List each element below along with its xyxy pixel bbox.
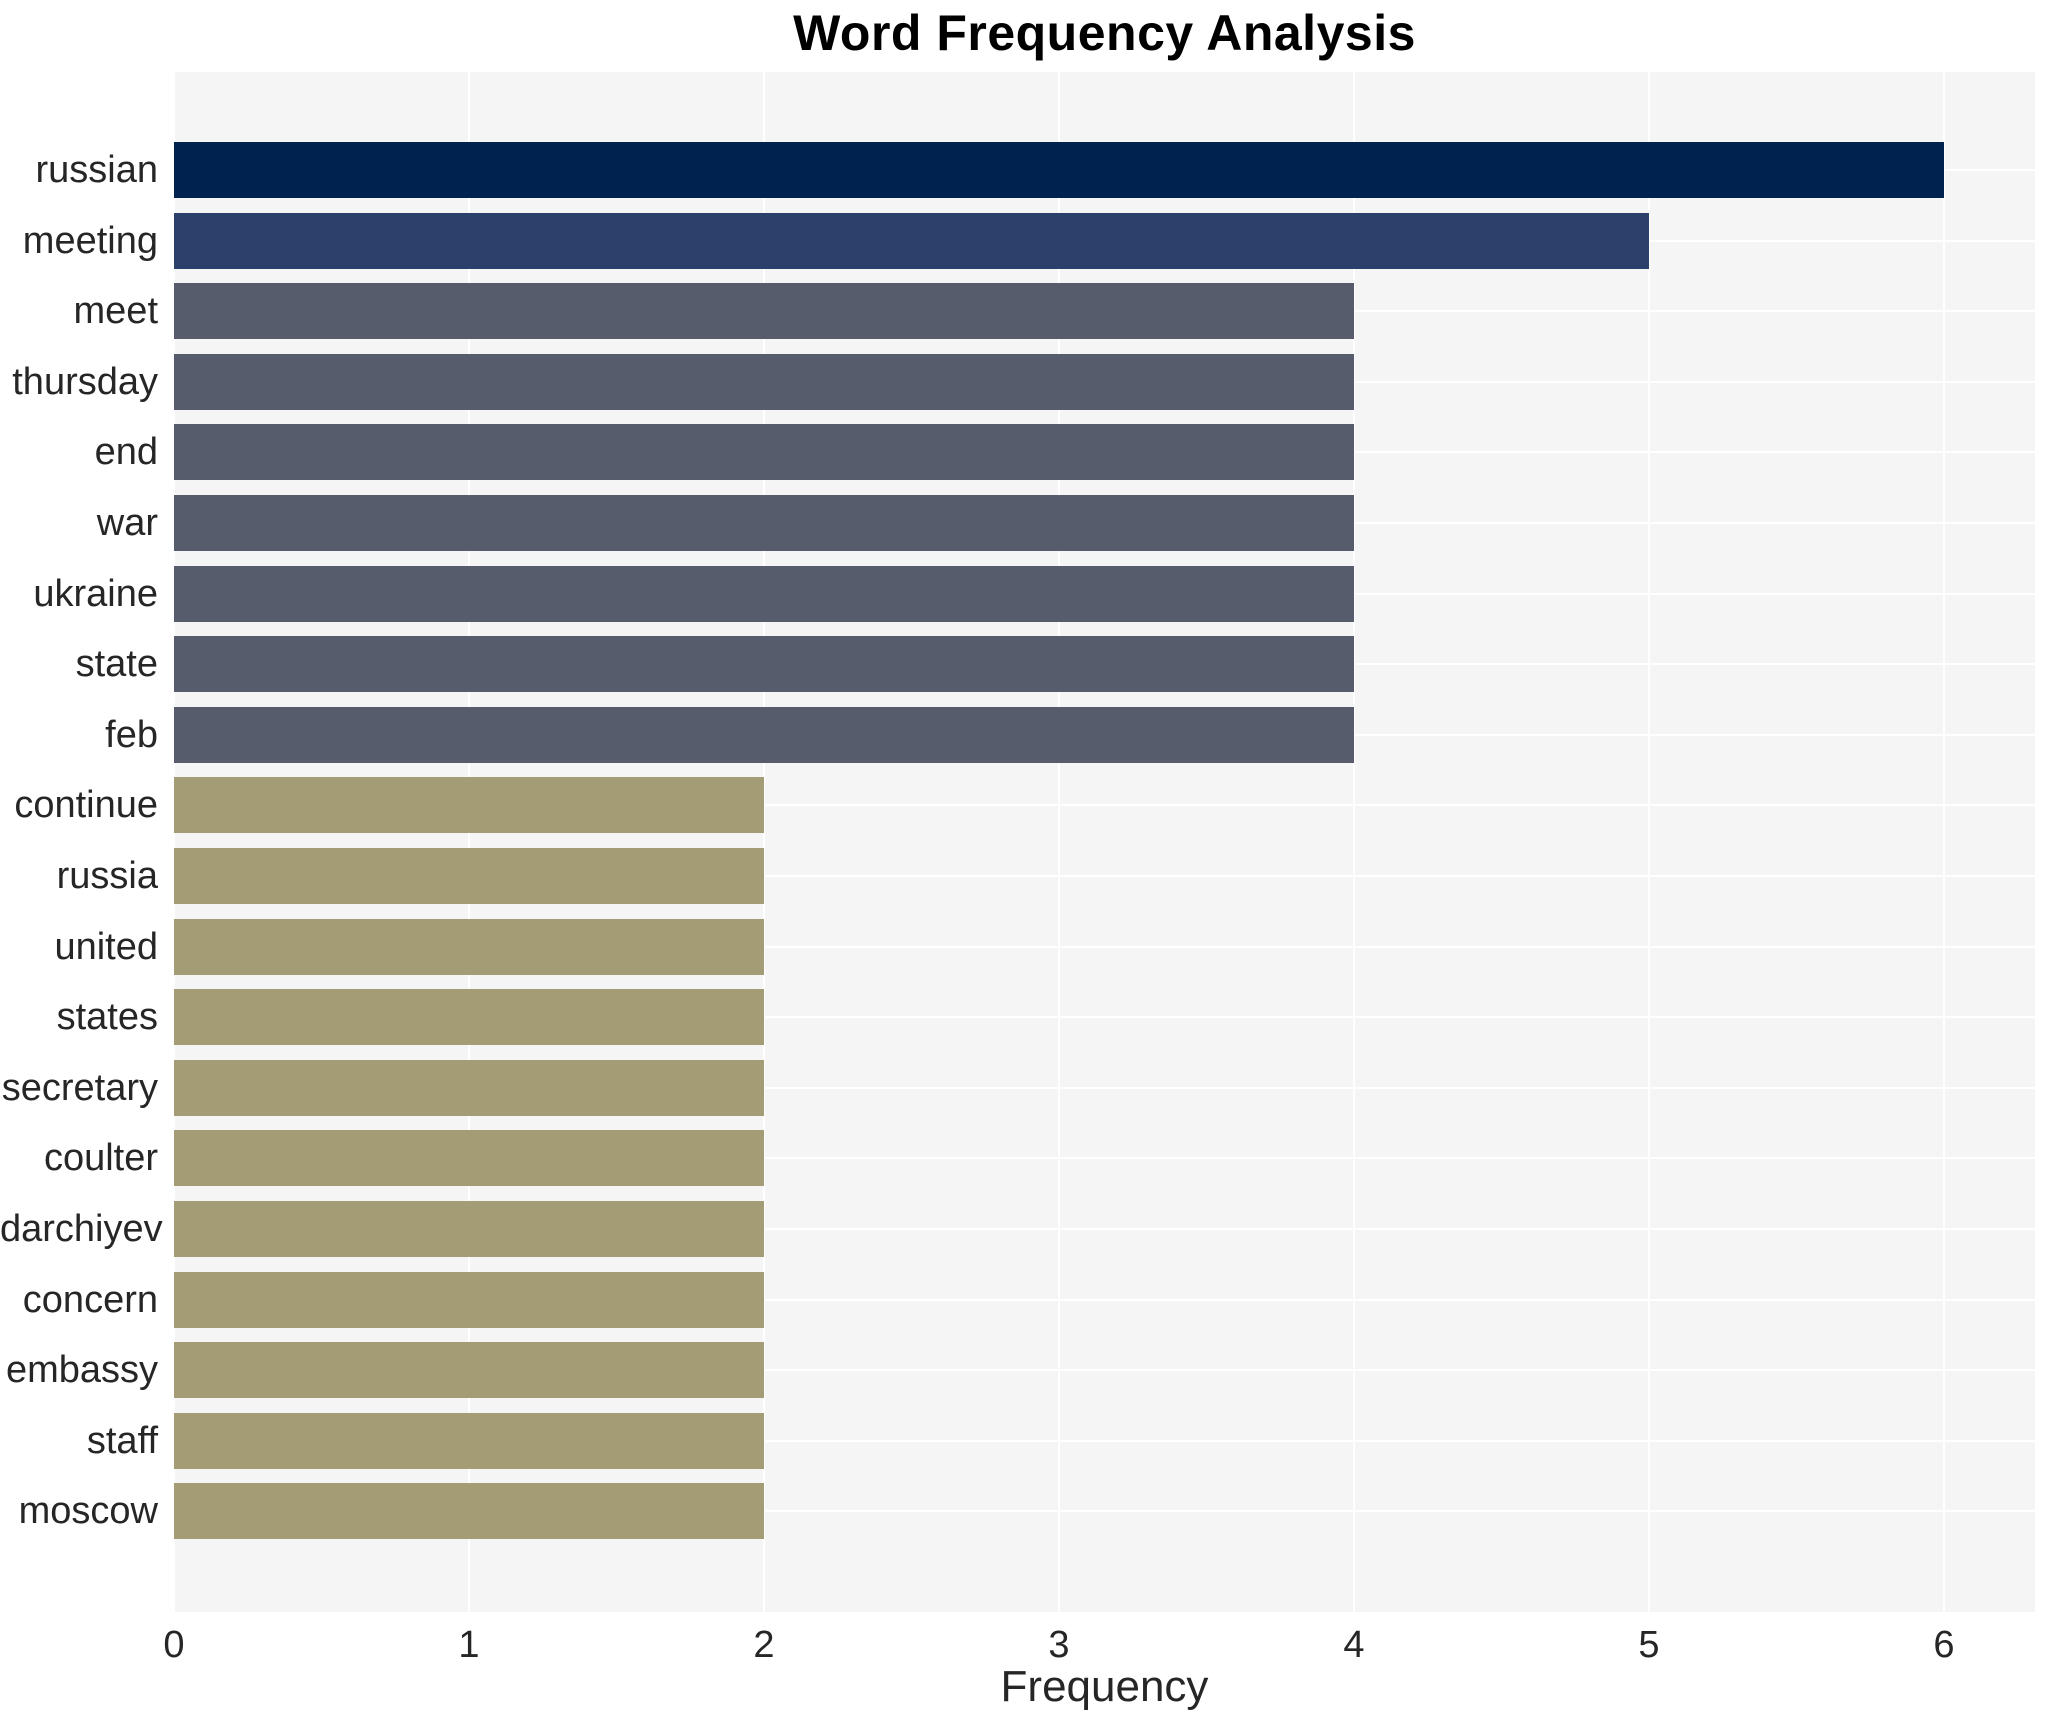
x-tick-label-1: 1 [458, 1624, 480, 1666]
bar-meet [174, 283, 1354, 340]
y-gridline [174, 945, 2035, 948]
category-label-russian: russian [35, 149, 159, 191]
bar-state [174, 636, 1354, 693]
x-tick-label-5: 5 [1638, 1624, 1660, 1666]
category-label-state: state [75, 643, 158, 686]
x-tick-label-6: 6 [1933, 1624, 1955, 1666]
y-gridline [174, 875, 2035, 877]
x-gridline [174, 72, 175, 1612]
y-gridline [174, 1510, 2035, 1513]
x-gridline [1943, 72, 1945, 1612]
bar-coulter [174, 1130, 764, 1187]
bar-continue [174, 777, 764, 834]
bar-russia [174, 848, 764, 904]
category-label-moscow: moscow [18, 1490, 158, 1533]
chart-title: Word Frequency Analysis [793, 5, 1416, 61]
x-tick-label-2: 2 [753, 1624, 775, 1666]
category-label-darchiyev: darchiyev [0, 1208, 163, 1250]
category-label-feb: feb [105, 713, 158, 756]
category-label-continue: continue [14, 784, 158, 827]
bar-war [174, 495, 1354, 551]
bar-states [174, 989, 764, 1046]
x-tick-label-3: 3 [1048, 1624, 1070, 1666]
category-label-thursday: thursday [12, 360, 158, 403]
x-gridline [468, 72, 470, 1612]
bar-ukraine [174, 565, 1354, 622]
category-label-end: end [94, 431, 158, 474]
bar-russian [174, 142, 1944, 198]
x-gridline [1353, 72, 1355, 1612]
category-label-russia: russia [56, 855, 158, 897]
y-gridline [174, 1016, 2035, 1019]
bar-embassy [174, 1342, 764, 1399]
bar-moscow [174, 1483, 764, 1540]
category-label-staff: staff [86, 1419, 158, 1462]
bar-end [174, 424, 1354, 481]
bar-feb [174, 706, 1354, 763]
bar-thursday [174, 353, 1354, 410]
bar-staff [174, 1412, 764, 1469]
category-label-war: war [96, 502, 158, 544]
category-label-secretary: secretary [1, 1066, 158, 1109]
y-gridline [174, 1086, 2035, 1089]
bar-darchiyev [174, 1201, 764, 1257]
category-label-concern: concern [22, 1278, 158, 1321]
bar-secretary [174, 1059, 764, 1116]
category-label-coulter: coulter [43, 1137, 158, 1180]
category-label-united: united [54, 925, 158, 968]
y-gridline [174, 1369, 2035, 1372]
y-gridline [174, 1298, 2035, 1301]
y-gridline [174, 1439, 2035, 1442]
x-gridline [763, 72, 765, 1612]
y-gridline [174, 1157, 2035, 1160]
x-tick-label-0: 0 [163, 1624, 185, 1666]
category-label-meeting: meeting [22, 219, 158, 262]
y-gridline [174, 1228, 2035, 1230]
bar-united [174, 918, 764, 975]
plot-area [174, 72, 2035, 1612]
x-axis-title: Frequency [1000, 1662, 1209, 1711]
x-tick-label-4: 4 [1343, 1624, 1365, 1666]
x-gridline [1058, 72, 1060, 1612]
category-label-states: states [56, 996, 158, 1039]
category-label-embassy: embassy [5, 1349, 158, 1392]
category-label-ukraine: ukraine [33, 572, 158, 615]
bar-meeting [174, 212, 1649, 269]
bar-concern [174, 1271, 764, 1328]
y-gridline [174, 804, 2035, 807]
x-gridline [1648, 72, 1650, 1612]
category-label-meet: meet [73, 290, 158, 333]
